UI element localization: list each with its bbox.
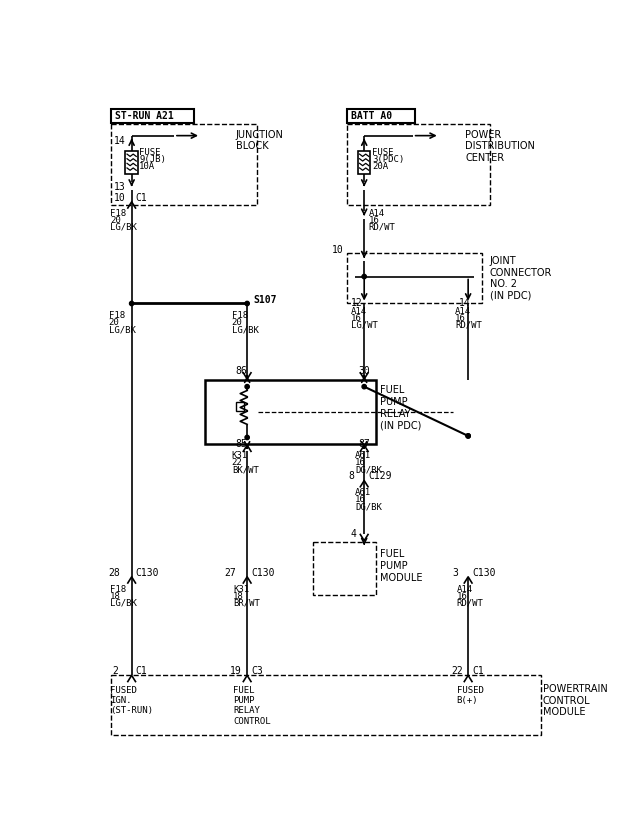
Circle shape	[245, 302, 250, 306]
Bar	[348, 254, 482, 304]
Text: C1: C1	[136, 192, 147, 202]
Bar	[348, 110, 415, 124]
Text: A61: A61	[355, 488, 371, 497]
Text: 16: 16	[369, 216, 380, 225]
Text: DG/BK: DG/BK	[355, 465, 382, 474]
Text: FUSE: FUSE	[140, 148, 161, 157]
Text: 22: 22	[232, 458, 243, 466]
Text: 85: 85	[236, 438, 247, 448]
Text: 10: 10	[114, 192, 125, 202]
Text: A14: A14	[455, 306, 471, 315]
Text: 18: 18	[110, 591, 121, 600]
Text: FUSED
B(+): FUSED B(+)	[456, 685, 483, 704]
Text: 22: 22	[451, 665, 463, 675]
Text: 8: 8	[349, 471, 355, 481]
Text: 30: 30	[358, 365, 370, 375]
Text: C130: C130	[251, 567, 275, 577]
Bar	[111, 110, 194, 124]
Text: LG/BK: LG/BK	[110, 598, 137, 607]
Bar	[111, 125, 257, 206]
Bar	[312, 543, 376, 595]
Circle shape	[362, 275, 366, 279]
Text: C130: C130	[472, 567, 495, 577]
Text: FUEL
PUMP
RELAY
(IN PDC): FUEL PUMP RELAY (IN PDC)	[380, 385, 421, 430]
Text: FUEL
PUMP
RELAY
CONTROL: FUEL PUMP RELAY CONTROL	[234, 685, 271, 725]
Circle shape	[245, 385, 250, 390]
Text: 19: 19	[230, 665, 242, 675]
Text: A14: A14	[456, 584, 473, 593]
Text: K31: K31	[232, 451, 248, 460]
Text: S107: S107	[253, 294, 277, 304]
Bar	[205, 381, 376, 444]
Text: RD/WT: RD/WT	[456, 598, 483, 607]
Text: 9(JB): 9(JB)	[140, 155, 166, 164]
Text: A14: A14	[369, 209, 385, 217]
Text: FUSED
IGN.
(ST-RUN): FUSED IGN. (ST-RUN)	[110, 685, 153, 715]
Text: 3(PDC): 3(PDC)	[372, 155, 404, 164]
Text: FUSE: FUSE	[372, 148, 394, 157]
Bar	[236, 403, 244, 412]
Text: 12: 12	[351, 298, 363, 308]
Text: RD/WT: RD/WT	[369, 222, 396, 232]
Text: 20A: 20A	[372, 162, 388, 171]
Text: F18: F18	[110, 209, 126, 217]
Text: 14: 14	[114, 136, 125, 146]
Text: 13: 13	[114, 181, 125, 191]
Text: C1: C1	[136, 665, 147, 675]
Text: 16: 16	[455, 314, 466, 322]
Bar	[348, 125, 490, 206]
Bar	[358, 152, 371, 175]
Text: 18: 18	[234, 591, 244, 600]
Text: LG/BK: LG/BK	[109, 325, 136, 334]
Text: 16: 16	[456, 591, 467, 600]
Text: C1: C1	[472, 665, 484, 675]
Text: C130: C130	[136, 567, 159, 577]
Text: 20: 20	[109, 318, 119, 327]
Text: 10A: 10A	[140, 162, 156, 171]
Circle shape	[129, 302, 134, 306]
Circle shape	[466, 434, 470, 439]
Text: LG/BK: LG/BK	[232, 325, 259, 334]
Text: POWERTRAIN
CONTROL
MODULE: POWERTRAIN CONTROL MODULE	[543, 683, 607, 716]
Text: LG/BK: LG/BK	[110, 222, 137, 232]
Text: BR/WT: BR/WT	[234, 598, 260, 607]
Text: C129: C129	[368, 471, 392, 481]
Text: JOINT
CONNECTOR
NO. 2
(IN PDC): JOINT CONNECTOR NO. 2 (IN PDC)	[490, 256, 552, 300]
Text: DG/BK: DG/BK	[355, 502, 382, 511]
Text: BATT A0: BATT A0	[351, 111, 392, 120]
Text: 20: 20	[110, 216, 121, 225]
Text: 16: 16	[351, 314, 362, 322]
Text: F18: F18	[110, 584, 126, 593]
Text: 16: 16	[355, 458, 365, 466]
Text: 87: 87	[358, 438, 370, 448]
Circle shape	[362, 385, 366, 390]
Circle shape	[466, 434, 470, 439]
Text: BK/WT: BK/WT	[232, 465, 259, 474]
Text: K31: K31	[234, 584, 250, 593]
Text: A61: A61	[355, 451, 371, 460]
Text: JUNCTION
BLOCK: JUNCTION BLOCK	[236, 130, 284, 151]
Text: ST-RUN A21: ST-RUN A21	[115, 111, 173, 120]
Text: 28: 28	[109, 567, 120, 577]
Circle shape	[245, 436, 250, 440]
Text: 16: 16	[355, 495, 365, 504]
Text: C3: C3	[251, 665, 263, 675]
Bar	[125, 152, 138, 175]
Text: FUEL
PUMP
MODULE: FUEL PUMP MODULE	[380, 548, 422, 582]
Text: 3: 3	[452, 567, 459, 577]
Text: 2: 2	[113, 665, 118, 675]
Text: 14: 14	[459, 298, 470, 308]
Text: A14: A14	[351, 306, 367, 315]
Bar	[111, 675, 541, 736]
Text: F18: F18	[109, 311, 125, 320]
Text: 86: 86	[236, 365, 247, 375]
Text: RD/WT: RD/WT	[455, 320, 482, 329]
Text: 4: 4	[350, 528, 356, 538]
Text: LG/WT: LG/WT	[351, 320, 378, 329]
Text: F18: F18	[232, 311, 248, 320]
Text: 10: 10	[332, 245, 344, 255]
Text: 20: 20	[232, 318, 243, 327]
Text: 27: 27	[224, 567, 236, 577]
Text: POWER
DISTRIBUTION
CENTER: POWER DISTRIBUTION CENTER	[465, 130, 535, 163]
